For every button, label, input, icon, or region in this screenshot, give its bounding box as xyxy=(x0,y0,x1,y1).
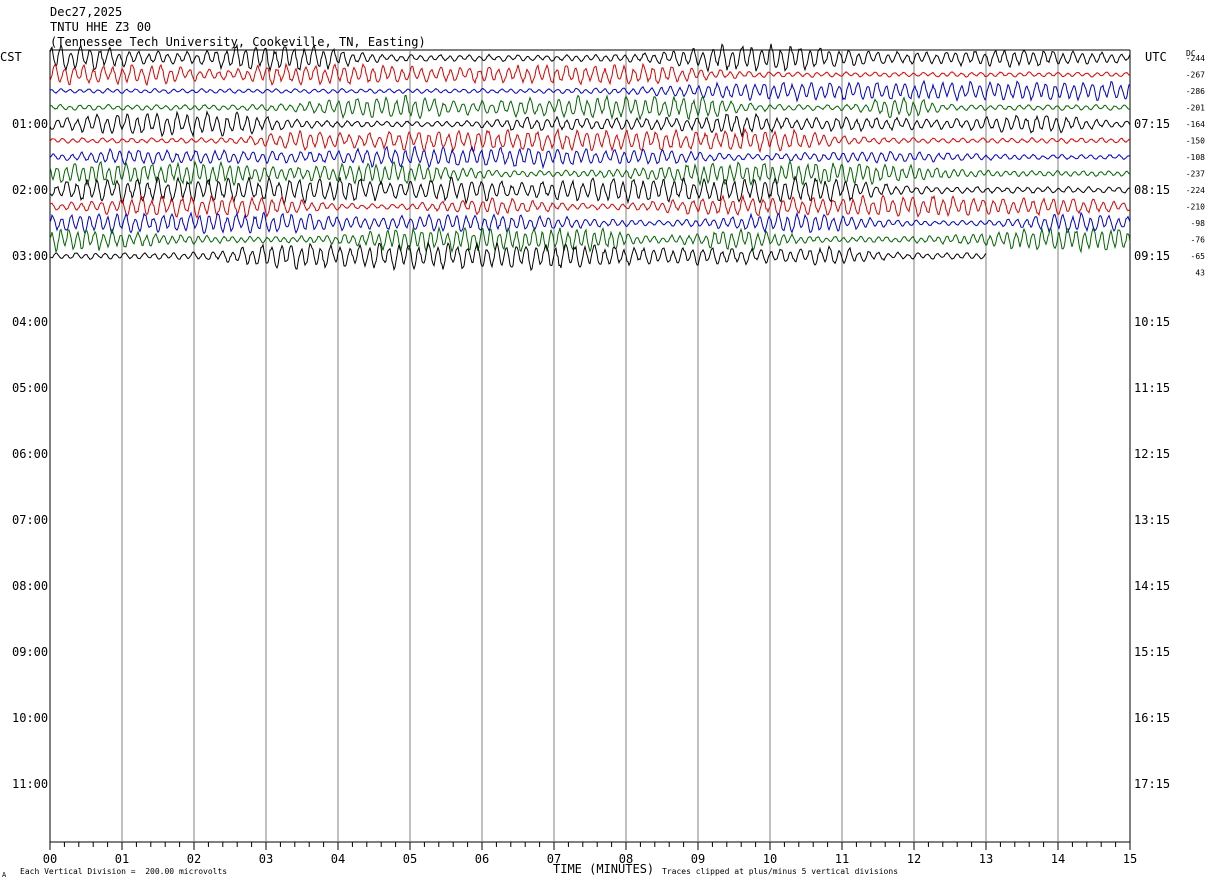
dc-offset-label: -286 xyxy=(1186,87,1205,96)
utc-hour-label: 08:15 xyxy=(1134,183,1170,197)
cst-hour-label: 11:00 xyxy=(12,777,48,791)
x-tick-label: 11 xyxy=(835,852,849,866)
cst-hour-label: 09:00 xyxy=(12,645,48,659)
dc-offset-label: -210 xyxy=(1186,203,1205,212)
dc-label: DC xyxy=(1186,49,1196,58)
utc-axis-label: UTC xyxy=(1145,50,1167,64)
utc-hour-label: 16:15 xyxy=(1134,711,1170,725)
utc-hour-label: 09:15 xyxy=(1134,249,1170,263)
cst-hour-label: 01:00 xyxy=(12,117,48,131)
dc-offset-label: 43 xyxy=(1195,269,1205,278)
dc-offset-label: -237 xyxy=(1186,170,1205,179)
minute-gridlines xyxy=(49,49,1131,843)
x-tick-label: 06 xyxy=(475,852,489,866)
cst-axis-label: CST xyxy=(0,50,22,64)
trace-row-10 xyxy=(49,194,1131,219)
header-date: Dec27,2025 xyxy=(50,5,123,19)
trace-row-9 xyxy=(49,175,1131,206)
header-station: TNTU HHE Z3 00 xyxy=(50,20,152,34)
cst-hour-label: 10:00 xyxy=(12,711,48,725)
x-tick-label: 08 xyxy=(619,852,633,866)
utc-hour-label: 11:15 xyxy=(1134,381,1170,395)
utc-hour-label: 15:15 xyxy=(1134,645,1170,659)
trace-row-3 xyxy=(49,79,1131,103)
dc-offset-label: -201 xyxy=(1186,104,1205,113)
x-tick-label: 07 xyxy=(547,852,561,866)
cst-hour-label: 02:00 xyxy=(12,183,48,197)
x-tick-label: 09 xyxy=(691,852,705,866)
utc-hour-label: 07:15 xyxy=(1134,117,1170,131)
utc-hour-label: 12:15 xyxy=(1134,447,1170,461)
x-tick-label: 02 xyxy=(187,852,201,866)
x-tick-label: 05 xyxy=(403,852,417,866)
utc-hour-label: 17:15 xyxy=(1134,777,1170,791)
dc-offset-label: -224 xyxy=(1186,186,1205,195)
x-axis-ticks xyxy=(49,842,1131,850)
cst-hour-label: 07:00 xyxy=(12,513,48,527)
dc-offset-label: -267 xyxy=(1186,71,1205,80)
scale-note: Each Vertical Division = 200.00 microvol… xyxy=(20,867,228,876)
dc-offset-label: -76 xyxy=(1191,236,1206,245)
header-location: (Tennessee Tech University, Cookeville, … xyxy=(50,35,426,49)
trace-row-12 xyxy=(49,225,1131,254)
axis-labels: 00 01 02 03 04 05 06 07 08 09 10 11 12 13 14 15 01:00 02:… xyxy=(12,54,1205,866)
utc-hour-label: 13:15 xyxy=(1134,513,1170,527)
trace-row-11 xyxy=(49,211,1131,236)
cst-hour-label: 06:00 xyxy=(12,447,48,461)
trace-row-7 xyxy=(49,145,1131,170)
dc-offset-label: -108 xyxy=(1186,153,1205,162)
corner-mark: A xyxy=(2,871,7,879)
cst-hour-label: 05:00 xyxy=(12,381,48,395)
cst-hour-label: 04:00 xyxy=(12,315,48,329)
dc-offset-label: -164 xyxy=(1186,120,1205,129)
x-tick-label: 04 xyxy=(331,852,345,866)
x-tick-label: 03 xyxy=(259,852,273,866)
trace-row-1 xyxy=(49,43,1131,73)
cst-hour-label: 08:00 xyxy=(12,579,48,593)
x-tick-label: 00 xyxy=(43,852,57,866)
x-axis-title: TIME (MINUTES) xyxy=(553,862,655,876)
x-tick-label: 12 xyxy=(907,852,921,866)
trace-row-4 xyxy=(49,94,1131,121)
dc-offset-label: -150 xyxy=(1186,137,1205,146)
seismic-traces xyxy=(49,43,1131,272)
trace-row-8 xyxy=(49,159,1131,187)
trace-row-5 xyxy=(49,109,1131,138)
x-tick-label: 10 xyxy=(763,852,777,866)
dc-offset-label: -65 xyxy=(1191,252,1206,261)
x-tick-label: 13 xyxy=(979,852,993,866)
trace-row-13 xyxy=(49,241,987,272)
x-tick-label: 15 xyxy=(1123,852,1137,866)
dc-offset-label: -98 xyxy=(1191,219,1206,228)
x-tick-label: 14 xyxy=(1051,852,1065,866)
cst-hour-label: 03:00 xyxy=(12,249,48,263)
trace-row-2 xyxy=(49,62,1131,87)
utc-hour-label: 14:15 xyxy=(1134,579,1170,593)
trace-row-6 xyxy=(49,127,1131,154)
utc-hour-label: 10:15 xyxy=(1134,315,1170,329)
clip-note: Traces clipped at plus/minus 5 vertical … xyxy=(662,867,899,876)
dc-offset-label: -244 xyxy=(1186,54,1205,63)
x-tick-label: 01 xyxy=(115,852,129,866)
